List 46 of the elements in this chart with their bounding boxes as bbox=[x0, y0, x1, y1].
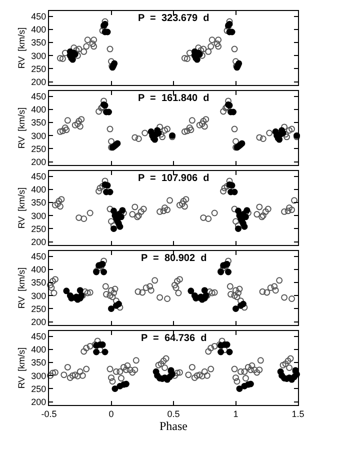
y-tick-label: 350 bbox=[31, 118, 46, 128]
y-tick-label: 400 bbox=[31, 24, 46, 35]
y-tick-label: 250 bbox=[31, 384, 46, 394]
x-tick-label: 1.5 bbox=[292, 408, 304, 419]
y-tick-label: 250 bbox=[31, 304, 46, 314]
y-tick-label: 450 bbox=[31, 171, 46, 182]
y-axis-title: RV [km/s] bbox=[16, 347, 27, 389]
y-tick-label: 400 bbox=[31, 344, 46, 355]
y-tick-label: 400 bbox=[31, 184, 46, 195]
x-tick-label: 0 bbox=[108, 408, 114, 419]
y-tick-label: 300 bbox=[31, 370, 46, 381]
y-tick-label: 450 bbox=[31, 11, 46, 22]
y-tick-label: 200 bbox=[31, 317, 46, 327]
y-tick-label: 200 bbox=[31, 157, 46, 167]
y-tick-label: 250 bbox=[31, 224, 46, 234]
chart-title: P = 64.736 d bbox=[141, 333, 207, 344]
y-tick-label: 350 bbox=[31, 358, 46, 368]
y-tick-label: 300 bbox=[31, 210, 46, 221]
y-axis-title: RV [km/s] bbox=[16, 27, 27, 69]
y-tick-label: 300 bbox=[31, 130, 46, 141]
y-tick-label: 200 bbox=[31, 397, 46, 407]
y-axis-title: RV [km/s] bbox=[16, 187, 27, 229]
y-tick-label: 250 bbox=[31, 144, 46, 154]
y-tick-label: 400 bbox=[31, 104, 46, 115]
y-tick-label: 200 bbox=[31, 77, 46, 87]
y-tick-label: 200 bbox=[31, 237, 46, 247]
x-axis-title: Phase bbox=[160, 418, 188, 433]
y-tick-label: 300 bbox=[31, 290, 46, 301]
chart-title: P = 107.906 d bbox=[138, 173, 210, 184]
y-tick-label: 450 bbox=[31, 251, 46, 262]
chart-title: P = 80.902 d bbox=[141, 253, 207, 264]
y-axis-title: RV [km/s] bbox=[16, 107, 27, 149]
y-tick-label: 400 bbox=[31, 264, 46, 275]
y-tick-label: 250 bbox=[31, 64, 46, 74]
chart-title: P = 161.840 d bbox=[138, 93, 210, 104]
x-tick-label: 0.5 bbox=[167, 408, 180, 419]
x-tick-label: -0.5 bbox=[41, 408, 57, 419]
y-tick-label: 350 bbox=[31, 198, 46, 208]
x-tick-label: 1 bbox=[233, 408, 238, 419]
y-tick-label: 350 bbox=[31, 38, 46, 48]
y-tick-label: 300 bbox=[31, 50, 46, 61]
chart-title: P = 323.679 d bbox=[138, 13, 210, 24]
y-tick-label: 450 bbox=[31, 91, 46, 102]
y-axis-title: RV [km/s] bbox=[16, 267, 27, 309]
y-tick-label: 350 bbox=[31, 278, 46, 288]
y-tick-label: 450 bbox=[31, 331, 46, 342]
